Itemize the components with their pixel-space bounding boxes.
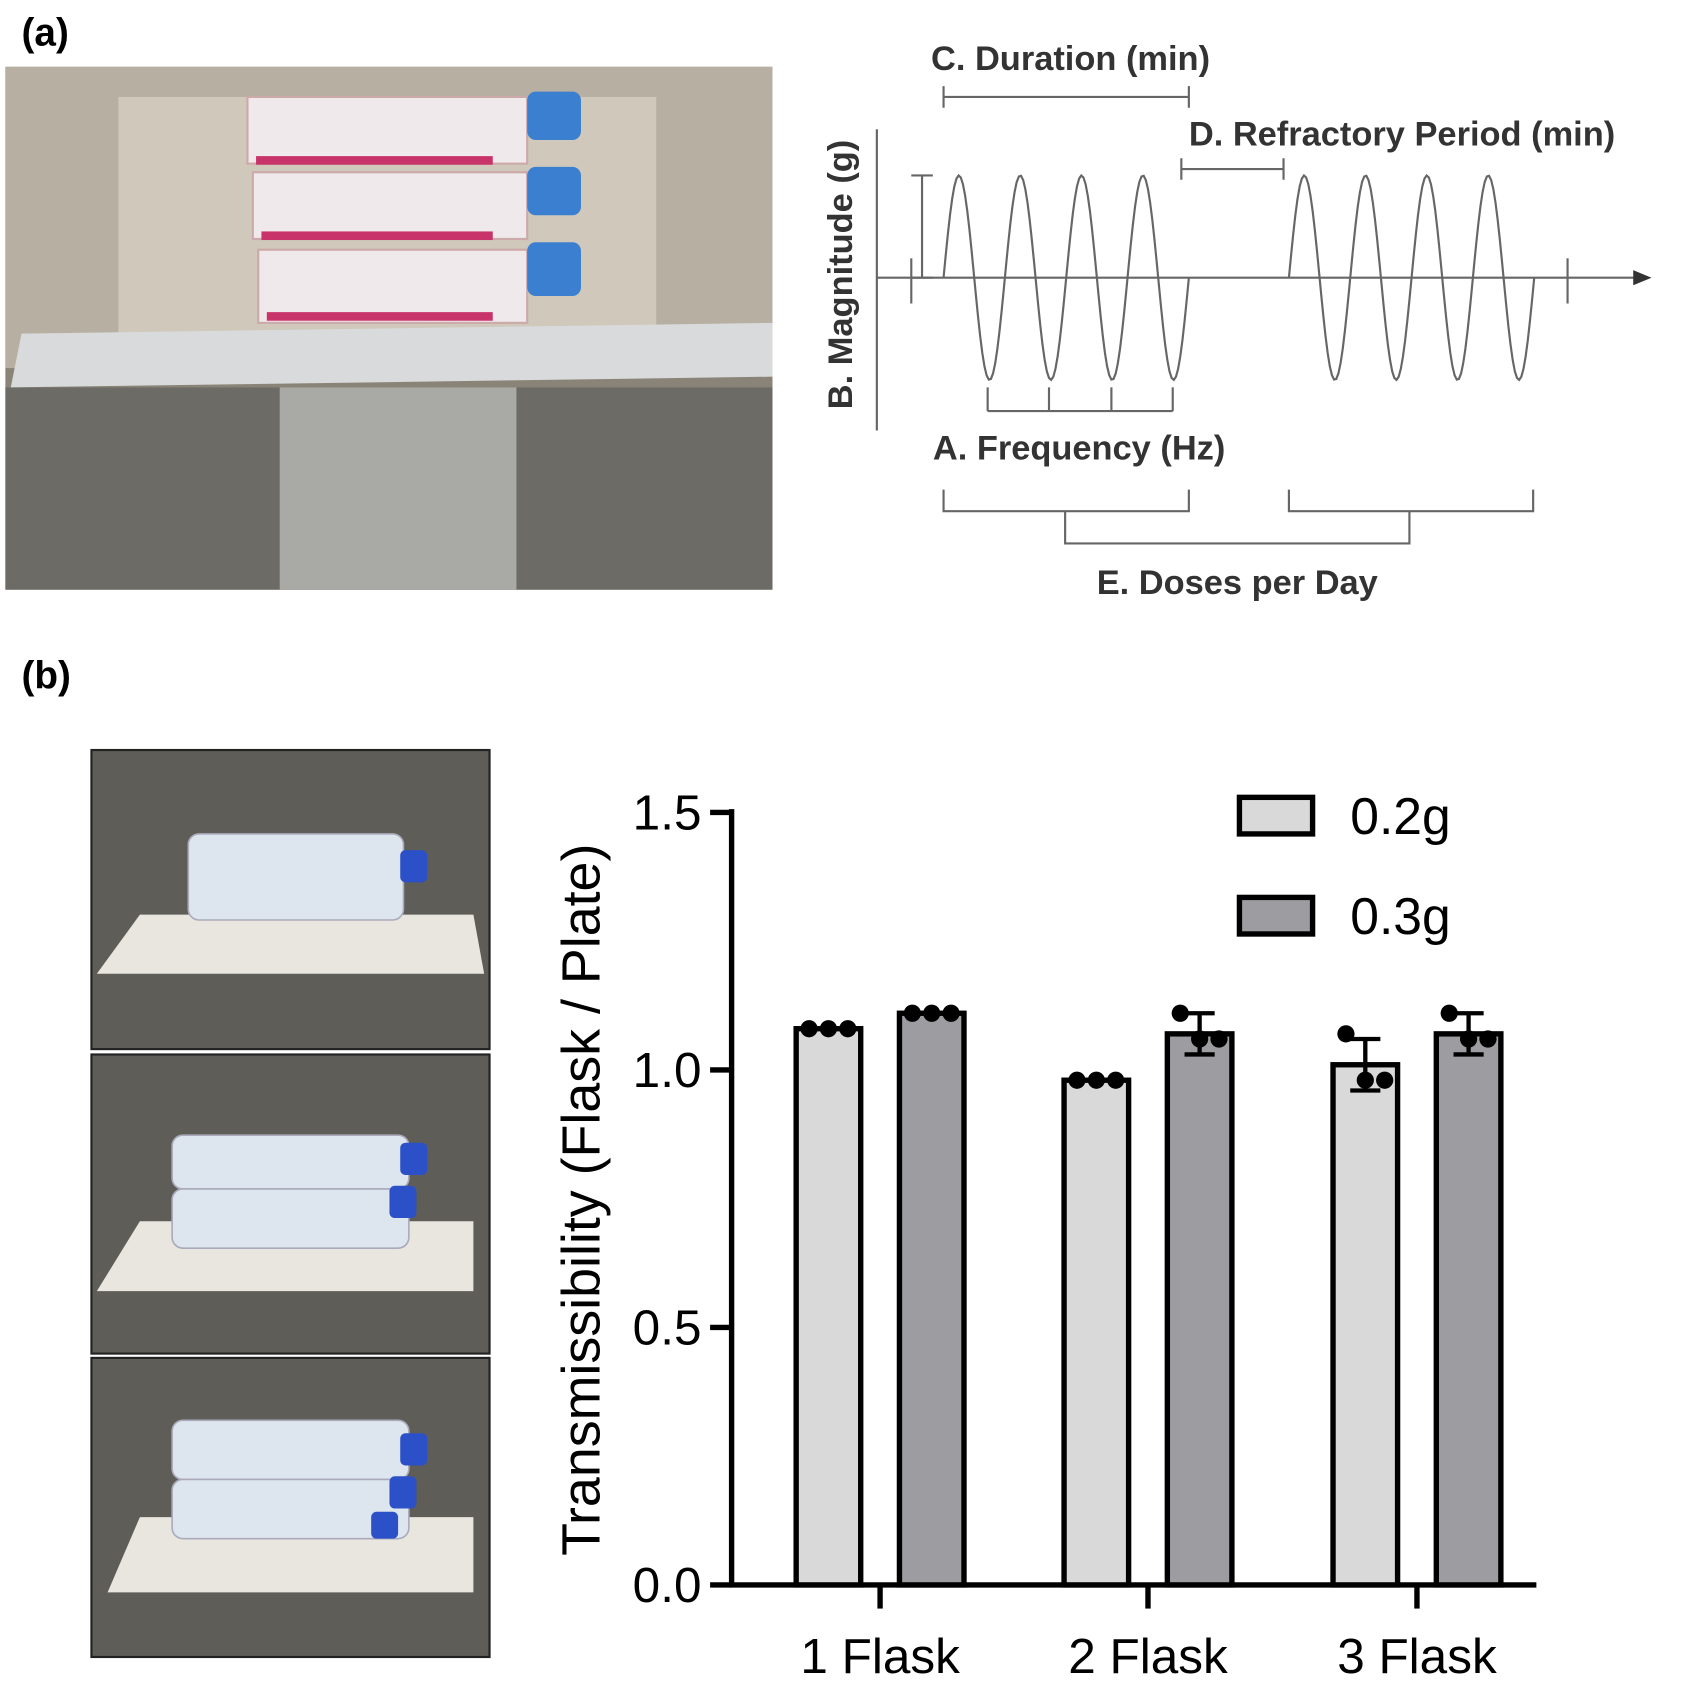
y-tick-label: 1.0 bbox=[633, 1043, 702, 1098]
diagram-label: C. Duration (min) bbox=[931, 40, 1210, 78]
data-point bbox=[942, 1004, 960, 1022]
photo bbox=[5, 66, 773, 590]
bar bbox=[1433, 1031, 1504, 1588]
diagram: C. Duration (min) D. Refractory Period (… bbox=[822, 40, 1652, 602]
data-point bbox=[1107, 1071, 1125, 1089]
data-point bbox=[1376, 1071, 1394, 1089]
bar bbox=[1164, 1031, 1235, 1588]
data-point bbox=[839, 1020, 857, 1038]
data-point bbox=[1337, 1025, 1355, 1043]
bracket bbox=[942, 86, 1190, 108]
bar bbox=[1061, 1077, 1132, 1588]
data-point bbox=[1210, 1030, 1228, 1048]
data-point bbox=[1171, 1004, 1189, 1022]
legend-swatch bbox=[1236, 894, 1316, 937]
diagram-label: D. Refractory Period (min) bbox=[1189, 115, 1615, 153]
y-tick-label: 0.5 bbox=[633, 1301, 702, 1356]
bar bbox=[1330, 1062, 1401, 1588]
data-point bbox=[1191, 1030, 1209, 1048]
arrow-head bbox=[1633, 270, 1652, 286]
data-point bbox=[903, 1004, 921, 1022]
y-tick-label: 0.0 bbox=[633, 1558, 702, 1613]
panel-label: (a) bbox=[22, 11, 69, 54]
x-tick-label: 1 Flask bbox=[800, 1629, 960, 1684]
data-point bbox=[923, 1004, 941, 1022]
wave bbox=[1287, 173, 1536, 382]
data-point bbox=[1087, 1071, 1105, 1089]
wave bbox=[942, 173, 1190, 382]
panel-label: (b) bbox=[22, 655, 71, 698]
bar bbox=[896, 1010, 967, 1588]
legend-label: 0.2g bbox=[1350, 787, 1450, 845]
diagram-label: B. Magnitude (g) bbox=[822, 140, 860, 409]
legend-swatch bbox=[1236, 794, 1316, 837]
bracket bbox=[942, 489, 1535, 545]
bracket bbox=[1180, 158, 1285, 180]
legend-label: 0.3g bbox=[1350, 887, 1450, 945]
data-point bbox=[1479, 1030, 1497, 1048]
bracket bbox=[986, 387, 1174, 413]
data-point bbox=[819, 1020, 838, 1038]
data-point bbox=[1440, 1004, 1458, 1022]
diagram-label: A. Frequency (Hz) bbox=[933, 430, 1225, 468]
x-tick-label: 2 Flask bbox=[1068, 1629, 1228, 1684]
bracket bbox=[911, 174, 933, 279]
photo-stack bbox=[90, 748, 491, 1659]
y-tick-label: 1.5 bbox=[633, 786, 702, 841]
diagram-label: E. Doses per Day bbox=[1097, 564, 1378, 602]
bar-chart: 0.0 0.5 1.0 1.5 1 Flask 2 Flask 3 Flask Transmi… bbox=[551, 786, 1537, 1684]
data-point bbox=[1459, 1030, 1478, 1048]
data-point bbox=[1068, 1071, 1086, 1089]
data-point bbox=[800, 1020, 818, 1038]
y-axis-label: Transmissibility (Flask / Plate) bbox=[551, 844, 611, 1556]
x-tick-label: 3 Flask bbox=[1337, 1629, 1497, 1684]
data-point bbox=[1356, 1071, 1374, 1089]
bar bbox=[793, 1026, 864, 1588]
